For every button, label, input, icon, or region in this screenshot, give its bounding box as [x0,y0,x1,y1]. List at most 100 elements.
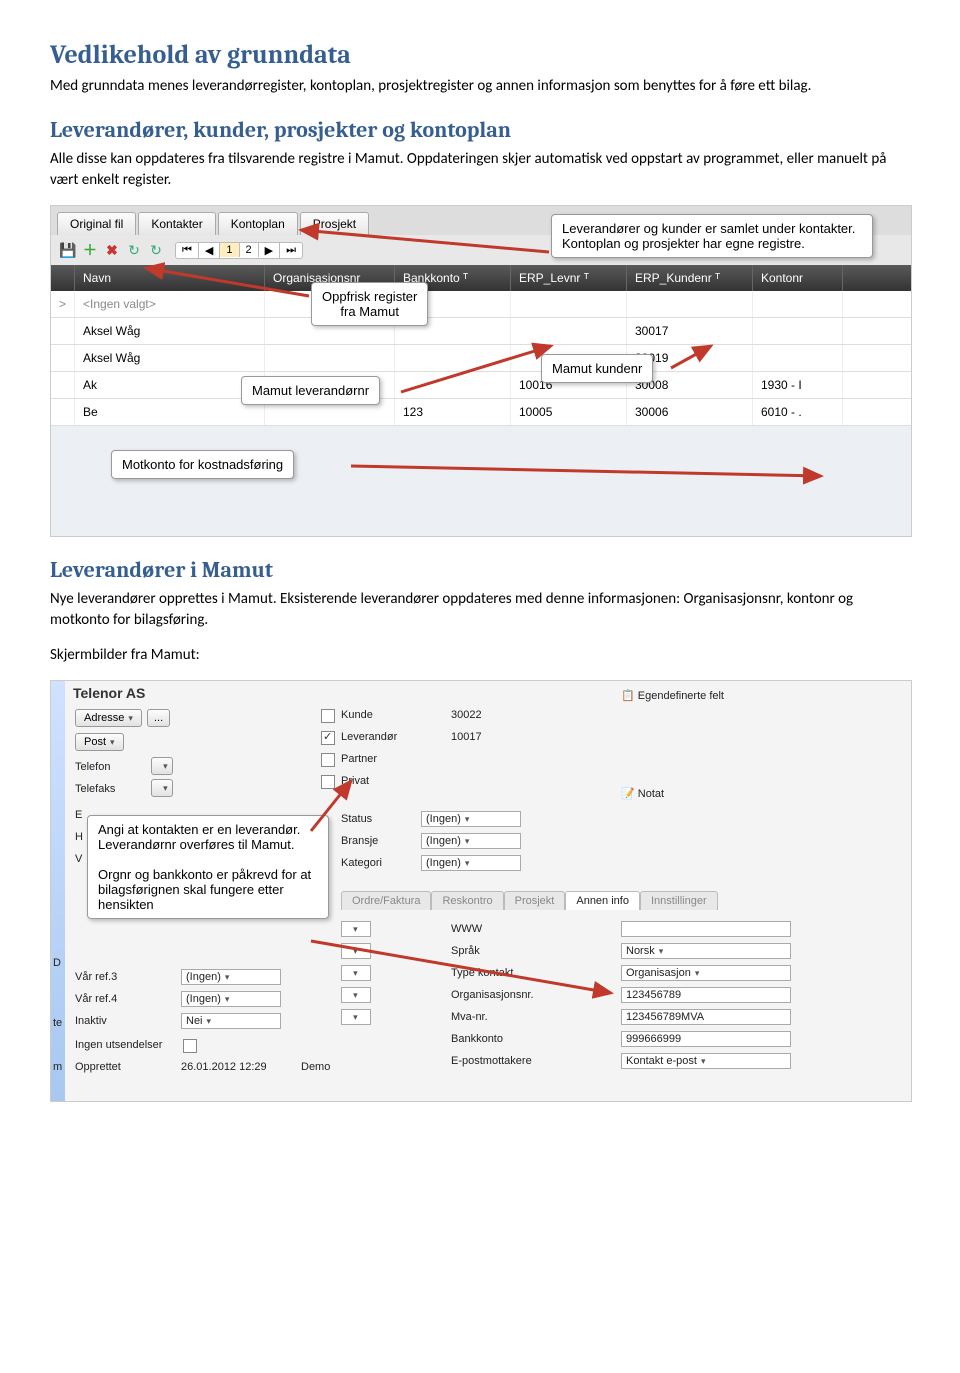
ingen-uts-label: Ingen utsendelser [75,1039,162,1051]
cell: 6010 - . [753,399,843,425]
status-select[interactable]: (Ingen) [421,811,521,827]
blank-dd-1[interactable] [341,921,371,937]
table-row[interactable]: Aksel Wåg 30019 [51,345,911,372]
sprak-value[interactable]: Norsk [621,943,791,959]
pager-page-1[interactable]: 1 [220,243,239,257]
varref3-label: Vår ref.3 [75,971,117,983]
table-row[interactable]: Aksel Wåg 30017 [51,318,911,345]
paragraph-4: Skjermbilder fra Mamut: [50,645,910,666]
notat-label: 📝 Notat [621,787,664,800]
opprettet-value: 26.01.2012 12:29 [181,1061,267,1073]
varref4-select[interactable]: (Ingen) [181,991,281,1007]
pager-prev[interactable]: ◀ [199,243,220,258]
subtab-innstillinger[interactable]: Innstillinger [640,891,718,910]
pager-page-2[interactable]: 2 [240,243,259,257]
partner-checkbox[interactable] [321,753,335,767]
paragraph-3: Nye leverandører opprettes i Mamut. Eksi… [50,589,910,631]
blank-dd-3[interactable] [341,965,371,981]
mvanr-label: Mva-nr. [451,1011,488,1023]
subtab-ordre[interactable]: Ordre/Faktura [341,891,431,910]
left-gutter [51,681,65,1101]
grid-body: > <Ingen valgt> Aksel Wåg 30017 Aksel Wå… [51,291,911,426]
blank-dd-4[interactable] [341,987,371,1003]
bransje-label: Bransje [341,835,378,847]
telefaks-label: Telefaks [75,783,115,795]
table-row[interactable]: > <Ingen valgt> [51,291,911,318]
pager-first[interactable]: ⏮ [176,243,199,258]
kunde-checkbox[interactable] [321,709,335,723]
heading-2b: Leverandører i Mamut [50,557,910,583]
e-label: E [75,809,82,821]
leverandor-label: Leverandør [341,731,397,743]
kategori-select[interactable]: (Ingen) [421,855,521,871]
telefon-label: Telefon [75,761,110,773]
bankkonto-value[interactable]: 999666999 [621,1031,791,1047]
save-icon[interactable]: 💾 [59,241,77,259]
blank-dd-2[interactable] [341,943,371,959]
typekontakt-value[interactable]: Organisasjon [621,965,791,981]
tab-prosjekt[interactable]: Prosjekt [300,212,369,235]
cell: 123 [395,399,511,425]
bransje-select[interactable]: (Ingen) [421,833,521,849]
leverandor-value: 10017 [451,731,482,743]
privat-checkbox[interactable] [321,775,335,789]
subtab-prosjekt[interactable]: Prosjekt [504,891,566,910]
cell: Aksel Wåg [75,345,265,371]
telefon-dd[interactable] [151,757,173,775]
subtab-reskontro[interactable]: Reskontro [431,891,503,910]
opprettet-label: Opprettet [75,1061,121,1073]
mvanr-value[interactable]: 123456789MVA [621,1009,791,1025]
d-edge-label: D [53,957,61,969]
kunde-value: 30022 [451,709,482,721]
adresse-more-button[interactable]: ... [147,709,170,727]
col-erp-kundenr[interactable]: ERP_Kundenr ᵀ [627,265,753,291]
v-label: V [75,853,82,865]
add-icon[interactable]: ＋ [81,241,99,259]
tab-original-fil[interactable]: Original fil [57,212,136,235]
col-kontonr[interactable]: Kontonr [753,265,843,291]
col-erp-levnr[interactable]: ERP_Levnr ᵀ [511,265,627,291]
post-button[interactable]: Post [75,733,124,751]
www-label: WWW [451,923,482,935]
epost-label: E-postmottakere [451,1055,532,1067]
table-row[interactable]: Ak 10016 30008 1930 - I [51,372,911,399]
status-label: Status [341,813,372,825]
inaktiv-select[interactable]: Nei [181,1013,281,1029]
contact-title: Telenor AS [73,685,145,701]
subtab-annen-info[interactable]: Annen info [565,891,640,910]
tab-kontakter[interactable]: Kontakter [138,212,215,235]
organisasjonsnr-label: Organisasjonsnr. [451,989,534,1001]
callout-refresh: Oppfrisk register fra Mamut [311,282,428,326]
tab-kontoplan[interactable]: Kontoplan [218,212,298,235]
bankkonto-label: Bankkonto [451,1033,503,1045]
varref3-select[interactable]: (Ingen) [181,969,281,985]
m-edge-label: m [53,1061,62,1073]
h-label: H [75,831,83,843]
blank-dd-5[interactable] [341,1009,371,1025]
telefaks-dd[interactable] [151,779,173,797]
paragraph-1: Med grunndata menes leverandørregister, … [50,76,910,97]
refresh-icon[interactable]: ↻ [125,241,143,259]
organisasjonsnr-value[interactable]: 123456789 [621,987,791,1003]
pager-last[interactable]: ⏭ [280,243,302,258]
privat-label: Privat [341,775,369,787]
refresh-all-icon[interactable]: ↻ [147,241,165,259]
leverandor-checkbox[interactable] [321,731,335,745]
paragraph-2: Alle disse kan oppdateres fra tilsvarend… [50,149,910,191]
kategori-label: Kategori [341,857,382,869]
pager-next[interactable]: ▶ [259,243,280,258]
delete-icon[interactable]: ✖ [103,241,121,259]
cell: 30017 [627,318,753,344]
demo-label: Demo [301,1061,330,1073]
epost-value[interactable]: Kontakt e-post [621,1053,791,1069]
www-value[interactable] [621,921,791,937]
col-navn[interactable]: Navn [75,265,265,291]
ingen-uts-checkbox[interactable] [183,1039,197,1053]
adresse-button[interactable]: Adresse [75,709,142,727]
cell: 1930 - I [753,372,843,398]
inaktiv-label: Inaktiv [75,1015,107,1027]
cell: <Ingen valgt> [75,291,265,317]
cell: Aksel Wåg [75,318,265,344]
table-row[interactable]: Be 123 10005 30006 6010 - . [51,399,911,426]
callout-tabs-info: Leverandører og kunder er samlet under k… [551,214,873,258]
